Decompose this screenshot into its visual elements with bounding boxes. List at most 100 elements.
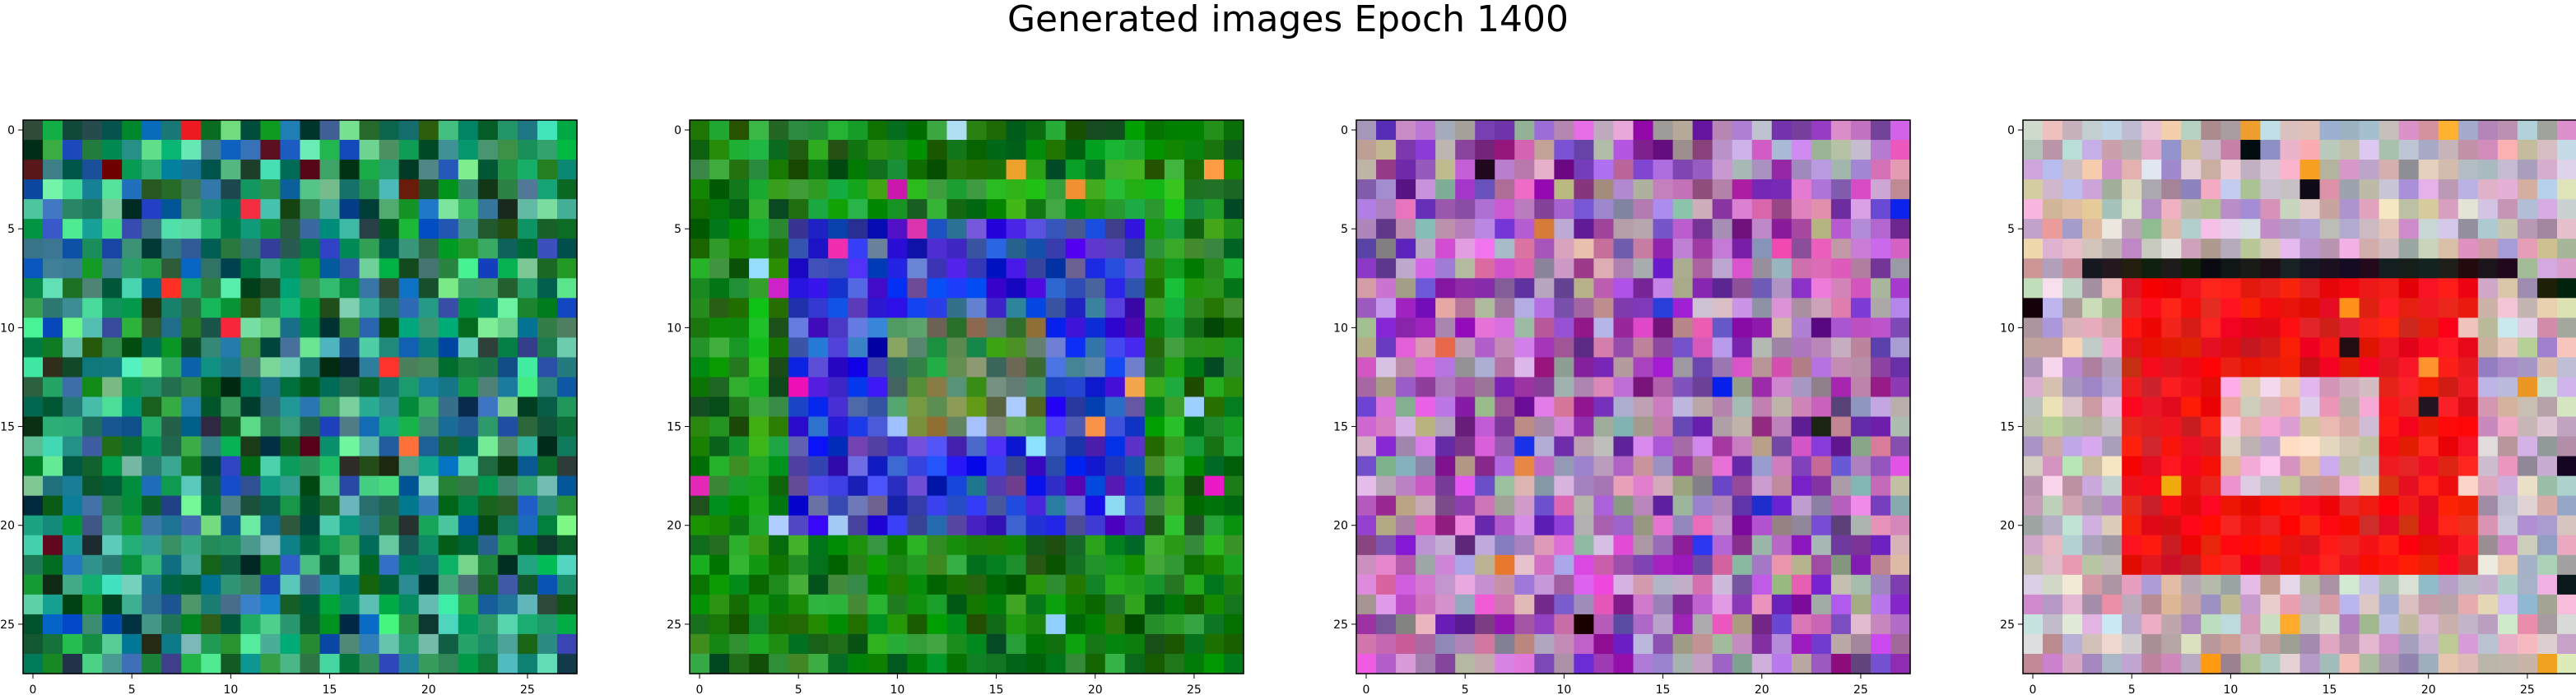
image-pixel xyxy=(2201,535,2221,556)
image-pixel xyxy=(1514,140,1535,160)
image-pixel xyxy=(1692,179,1713,200)
image-pixel xyxy=(418,357,439,378)
image-pixel xyxy=(1085,436,1106,457)
image-pixel xyxy=(1416,357,1436,378)
image-pixel xyxy=(2161,436,2182,457)
image-pixel xyxy=(2240,317,2262,338)
image-pixel xyxy=(161,475,182,497)
image-pixel xyxy=(181,317,202,338)
image-pixel xyxy=(2299,179,2321,200)
image-pixel xyxy=(319,614,341,635)
image-pixel xyxy=(1751,337,1773,359)
image-pixel xyxy=(2319,239,2341,259)
image-pixel xyxy=(1455,614,1476,635)
image-pixel xyxy=(1870,495,1891,517)
image-pixels xyxy=(1356,120,1911,674)
image-pixel xyxy=(300,219,321,239)
image-pixel xyxy=(2240,357,2262,378)
image-pixel xyxy=(2418,120,2439,141)
image-pixel xyxy=(2299,160,2321,180)
image-pixel xyxy=(1376,179,1397,200)
image-pixel xyxy=(1144,554,1165,576)
image-pixel xyxy=(142,495,162,517)
image-pixel xyxy=(497,495,518,517)
image-pixel xyxy=(300,495,321,517)
image-pixel xyxy=(1870,614,1891,635)
image-pixel xyxy=(2299,278,2321,299)
image-pixel xyxy=(418,495,439,517)
image-pixel xyxy=(319,535,341,556)
image-pixel xyxy=(2536,495,2558,517)
image-pixel xyxy=(2438,475,2459,497)
image-pixel xyxy=(556,140,578,160)
image-pixel xyxy=(1006,278,1027,299)
image-pixel xyxy=(2319,633,2341,655)
image-pixel xyxy=(2280,456,2301,477)
image-pixel xyxy=(2536,337,2558,359)
image-pixel xyxy=(1712,337,1733,359)
image-pixel xyxy=(2497,239,2518,259)
image-pixel xyxy=(1203,160,1225,180)
image-pixel xyxy=(1203,515,1225,536)
image-pixel xyxy=(63,377,83,398)
image-pixel xyxy=(867,239,888,259)
image-pixel xyxy=(2517,633,2538,655)
image-pixel xyxy=(2556,199,2576,220)
image-pixel xyxy=(458,456,479,477)
image-pixel xyxy=(690,594,710,615)
image-pixel xyxy=(1514,535,1535,556)
image-pixel xyxy=(43,515,63,536)
image-pixel xyxy=(769,475,789,497)
image-pixel xyxy=(907,377,928,398)
image-pixel xyxy=(260,495,281,517)
image-pixel xyxy=(1435,160,1456,180)
image-pixel xyxy=(1850,160,1872,180)
image-pixel xyxy=(2240,416,2262,438)
image-pixel xyxy=(2378,554,2400,576)
image-pixel xyxy=(240,357,262,378)
image-pixel xyxy=(1514,199,1535,220)
image-pixel xyxy=(1672,574,1694,595)
image-pixel xyxy=(2477,179,2499,200)
image-pixel xyxy=(398,179,420,200)
image-pixel xyxy=(23,614,44,635)
image-pixel xyxy=(1732,357,1753,378)
image-pixel xyxy=(1416,554,1436,576)
image-pixel xyxy=(438,495,459,517)
image-pixel xyxy=(319,495,341,517)
image-pixel xyxy=(887,219,908,239)
image-pixel xyxy=(122,456,142,477)
image-pixel xyxy=(2161,614,2182,635)
image-pixel xyxy=(2378,416,2400,438)
image-pixel xyxy=(556,515,578,536)
image-pixel xyxy=(537,179,558,200)
image-pixel xyxy=(1144,199,1165,220)
image-pixel xyxy=(477,554,499,576)
image-pixel xyxy=(1203,337,1225,359)
image-pixel xyxy=(1613,298,1634,318)
image-pixel xyxy=(1356,554,1377,576)
image-pixel xyxy=(769,357,789,378)
image-pixel xyxy=(1416,614,1436,635)
image-pixel xyxy=(201,377,221,398)
image-pixel xyxy=(1104,653,1126,674)
image-pixel xyxy=(43,160,63,180)
image-pixel xyxy=(769,456,789,477)
image-pixel xyxy=(2378,298,2400,318)
image-pixel xyxy=(1850,298,1872,318)
image-pixel xyxy=(1811,219,1832,239)
image-pixel xyxy=(2398,535,2420,556)
image-pixel xyxy=(1672,199,1694,220)
image-pixel xyxy=(43,436,63,457)
image-pixel xyxy=(1455,416,1476,438)
image-pixel xyxy=(2280,535,2301,556)
image-pixel xyxy=(2181,535,2202,556)
image-pixel xyxy=(2043,298,2063,318)
image-pixel xyxy=(1144,140,1165,160)
image-pixel xyxy=(1593,554,1615,576)
image-pixel xyxy=(690,614,710,635)
image-pixel xyxy=(477,377,499,398)
image-pixel xyxy=(2220,219,2241,239)
image-pixel xyxy=(2536,515,2558,536)
image-pixel xyxy=(438,317,459,338)
